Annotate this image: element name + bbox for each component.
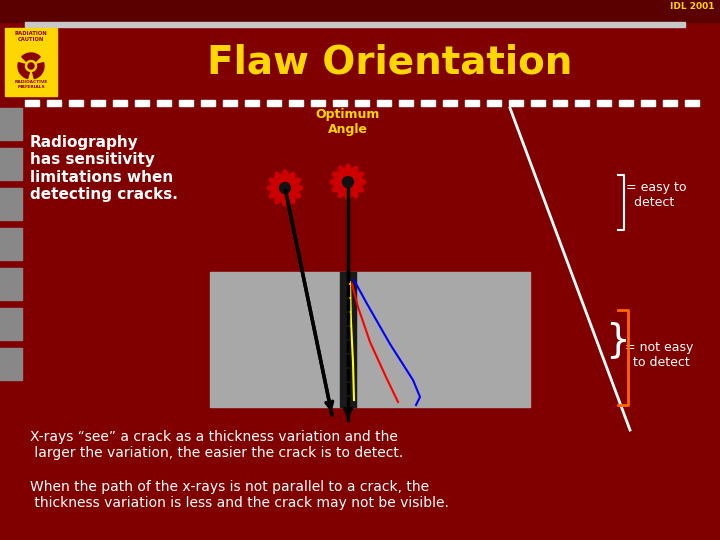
Text: RADIOACTIVE: RADIOACTIVE: [14, 80, 48, 84]
Bar: [399, 100, 413, 106]
Ellipse shape: [338, 166, 358, 198]
Bar: [5, 28, 57, 96]
Ellipse shape: [330, 177, 366, 187]
Bar: [210, 272, 530, 407]
Wedge shape: [31, 63, 44, 78]
Bar: [421, 100, 435, 106]
Ellipse shape: [275, 172, 294, 204]
Bar: [619, 100, 633, 106]
Bar: [311, 100, 325, 106]
Bar: [0, 188, 22, 220]
Ellipse shape: [333, 172, 364, 192]
Text: Radiography
has sensitivity
limitations when
detecting cracks.: Radiography has sensitivity limitations …: [30, 135, 178, 202]
Bar: [245, 100, 259, 106]
Bar: [553, 100, 567, 106]
Bar: [0, 308, 22, 340]
Bar: [355, 100, 369, 106]
Bar: [157, 100, 171, 106]
Bar: [575, 100, 589, 106]
Circle shape: [25, 60, 37, 71]
Bar: [113, 100, 127, 106]
Bar: [465, 100, 479, 106]
Text: = easy to
  detect: = easy to detect: [626, 181, 686, 209]
Bar: [47, 100, 61, 106]
Text: Optimum
Angle: Optimum Angle: [316, 108, 380, 136]
Bar: [509, 100, 523, 106]
Bar: [201, 100, 215, 106]
Text: Flaw Orientation: Flaw Orientation: [207, 43, 572, 81]
Text: RADIATION: RADIATION: [14, 31, 48, 36]
Bar: [0, 148, 22, 180]
Ellipse shape: [338, 166, 358, 198]
Bar: [377, 100, 391, 106]
Bar: [0, 228, 22, 260]
Text: CAUTION: CAUTION: [18, 37, 44, 42]
Ellipse shape: [275, 172, 294, 204]
Text: IDL 2001: IDL 2001: [670, 2, 715, 11]
Wedge shape: [18, 63, 31, 78]
Text: When the path of the x-rays is not parallel to a crack, the
 thickness variation: When the path of the x-rays is not paral…: [30, 480, 449, 510]
Text: }: }: [605, 321, 630, 359]
Bar: [685, 100, 699, 106]
Bar: [91, 100, 105, 106]
Ellipse shape: [333, 172, 364, 192]
Text: = not easy
  to detect: = not easy to detect: [625, 341, 693, 369]
Bar: [69, 100, 83, 106]
Bar: [223, 100, 237, 106]
Circle shape: [343, 177, 354, 187]
Bar: [0, 108, 22, 140]
Ellipse shape: [269, 178, 301, 198]
Bar: [135, 100, 149, 106]
Bar: [531, 100, 545, 106]
Bar: [179, 100, 193, 106]
Bar: [25, 100, 39, 106]
Bar: [487, 100, 501, 106]
Bar: [25, 22, 685, 27]
Ellipse shape: [269, 178, 301, 198]
Circle shape: [28, 63, 34, 69]
Bar: [641, 100, 655, 106]
Bar: [333, 100, 347, 106]
Bar: [0, 348, 22, 380]
Bar: [0, 268, 22, 300]
Wedge shape: [22, 53, 40, 66]
Bar: [267, 100, 281, 106]
Circle shape: [279, 183, 290, 193]
Bar: [0, 0, 720, 22]
Bar: [597, 100, 611, 106]
Bar: [443, 100, 457, 106]
Ellipse shape: [280, 170, 289, 206]
Circle shape: [27, 62, 35, 70]
Text: MATERIALS: MATERIALS: [17, 85, 45, 89]
Ellipse shape: [343, 164, 353, 200]
Bar: [289, 100, 303, 106]
Text: X-rays “see” a crack as a thickness variation and the
 larger the variation, the: X-rays “see” a crack as a thickness vari…: [30, 430, 403, 460]
Ellipse shape: [267, 183, 303, 193]
Bar: [663, 100, 677, 106]
Bar: [340, 272, 356, 407]
